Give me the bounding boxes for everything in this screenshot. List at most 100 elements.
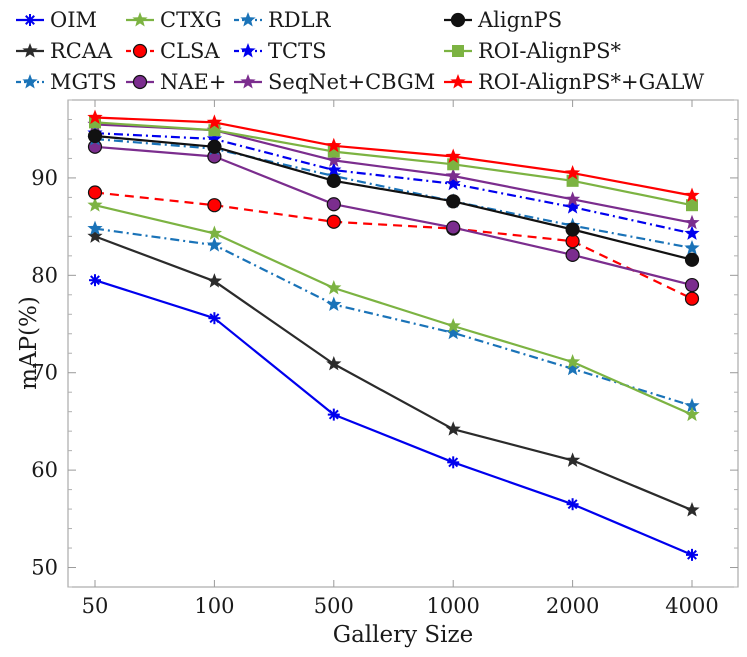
series-line-roi-alignps [94, 121, 693, 207]
data-point-roi-alignps-galw [445, 148, 461, 163]
legend-marker-rcaa [22, 43, 38, 58]
series-layer [87, 109, 700, 561]
legend-marker-tcts [240, 43, 256, 58]
data-point-mgts [564, 360, 581, 376]
series-roi-alignps-galw [87, 109, 700, 202]
legend-label: RCAA [50, 39, 113, 63]
legend-item-mgts: MGTS [16, 70, 117, 94]
legend-marker-roi-alignps [452, 45, 464, 57]
x-tick-label: 4000 [665, 594, 718, 618]
data-point-ctxg [564, 354, 581, 369]
data-point-oim [686, 548, 698, 561]
legend-label: NAE+ [160, 70, 226, 94]
data-point-seqnet-cbgm [564, 191, 581, 206]
data-point-mgts [684, 397, 700, 413]
legend-label: AlignPS [477, 8, 562, 32]
data-point-ctxg [326, 279, 342, 295]
series-rcaa [87, 228, 700, 517]
data-point-rcaa [564, 452, 581, 467]
series-line-ctxg [94, 204, 693, 416]
data-point-roi-alignps-galw [684, 187, 700, 202]
legend-item-rdlr: RDLR [234, 8, 332, 32]
legend-item-seqnet-cbgm: SeqNet+CBGM [234, 70, 435, 94]
series-clsa [87, 185, 700, 306]
data-point-seqnet-cbgm [684, 214, 700, 230]
series-alignps [87, 128, 700, 267]
data-point-roi-alignps [686, 199, 698, 212]
series-line-nae [94, 145, 693, 287]
data-point-tcts [564, 199, 581, 214]
legend-item-rcaa: RCAA [16, 39, 113, 63]
legend-label: ROI-AlignPS*+GALW [478, 70, 705, 94]
x-tick-label: 2000 [546, 594, 599, 618]
y-tick-label: 90 [31, 166, 58, 190]
series-oim [89, 274, 698, 561]
data-point-oim [89, 274, 101, 287]
legend-label: OIM [50, 8, 97, 32]
legend: OIM RCAA MGTS CTXG CLSA NAE+ RDLR TCTS SeqNet+CB… [16, 8, 705, 94]
data-point-clsa [684, 291, 700, 306]
data-point-clsa [87, 185, 103, 200]
data-point-tcts [206, 130, 223, 146]
series-line-oim [94, 279, 693, 556]
data-point-nae [326, 197, 341, 212]
x-tick-label: 50 [82, 594, 109, 618]
data-point-roi-alignps [208, 124, 221, 137]
legend-marker-mgts [22, 74, 38, 89]
data-point-alignps [87, 128, 103, 144]
legend-marker-nae [132, 74, 148, 90]
legend-marker-rdlr [240, 12, 256, 27]
data-point-roi-alignps-galw [326, 137, 342, 153]
data-point-seqnet-cbgm [445, 167, 461, 183]
legend-item-tcts: TCTS [234, 39, 326, 63]
legend-item-nae: NAE+ [126, 70, 226, 94]
x-tick-label: 500 [314, 594, 354, 618]
legend-marker-roi-alignps-galw [450, 74, 466, 89]
data-point-seqnet-cbgm [326, 152, 342, 167]
data-point-alignps [684, 252, 700, 267]
y-tick-label: 60 [31, 458, 58, 482]
y-tick-label: 50 [31, 556, 58, 580]
data-point-mgts [206, 237, 223, 252]
data-point-alignps [326, 173, 341, 188]
legend-label: CTXG [160, 8, 222, 32]
data-point-nae [446, 220, 461, 235]
data-point-roi-alignps-galw [206, 114, 223, 129]
data-point-ctxg [445, 317, 461, 333]
data-point-rcaa [445, 421, 461, 436]
data-point-rcaa [206, 273, 223, 288]
legend-marker-clsa [132, 43, 148, 59]
legend-item-oim: OIM [16, 8, 97, 32]
series-seqnet-cbgm [87, 116, 700, 230]
data-point-roi-alignps [566, 174, 579, 187]
data-point-oim [566, 498, 579, 511]
legend-label: TCTS [268, 39, 326, 63]
data-point-rcaa [684, 502, 700, 517]
data-point-alignps [207, 139, 222, 154]
data-point-roi-alignps-galw [564, 165, 581, 180]
data-point-oim [327, 408, 340, 421]
legend-item-roi-alignps: ROI-AlignPS* [444, 39, 622, 63]
data-point-tcts [445, 175, 461, 191]
data-point-ctxg [87, 197, 103, 212]
legend-item-roi-alignps-galw: ROI-AlignPS*+GALW [444, 70, 705, 94]
legend-item-clsa: CLSA [126, 39, 220, 63]
axis-ticks: 50 100 500 1000 2000 4000 50 60 70 80 90 [31, 99, 738, 618]
legend-label: RDLR [268, 8, 332, 32]
data-point-oim [447, 456, 460, 469]
legend-marker-alignps [450, 12, 466, 28]
series-line-seqnet-cbgm [94, 123, 693, 224]
data-point-ctxg [206, 225, 223, 240]
series-line-alignps [94, 134, 693, 261]
data-point-roi-alignps-galw [87, 109, 103, 124]
plot-frame [67, 99, 739, 588]
data-point-ctxg [684, 406, 700, 422]
series-line-mgts [94, 227, 693, 407]
legend-marker-oim [24, 14, 36, 26]
data-point-mgts [445, 324, 461, 340]
legend-label: SeqNet+CBGM [268, 70, 435, 94]
data-point-roi-alignps [447, 158, 460, 171]
data-point-rcaa [87, 228, 103, 243]
legend-item-ctxg: CTXG [126, 8, 222, 32]
